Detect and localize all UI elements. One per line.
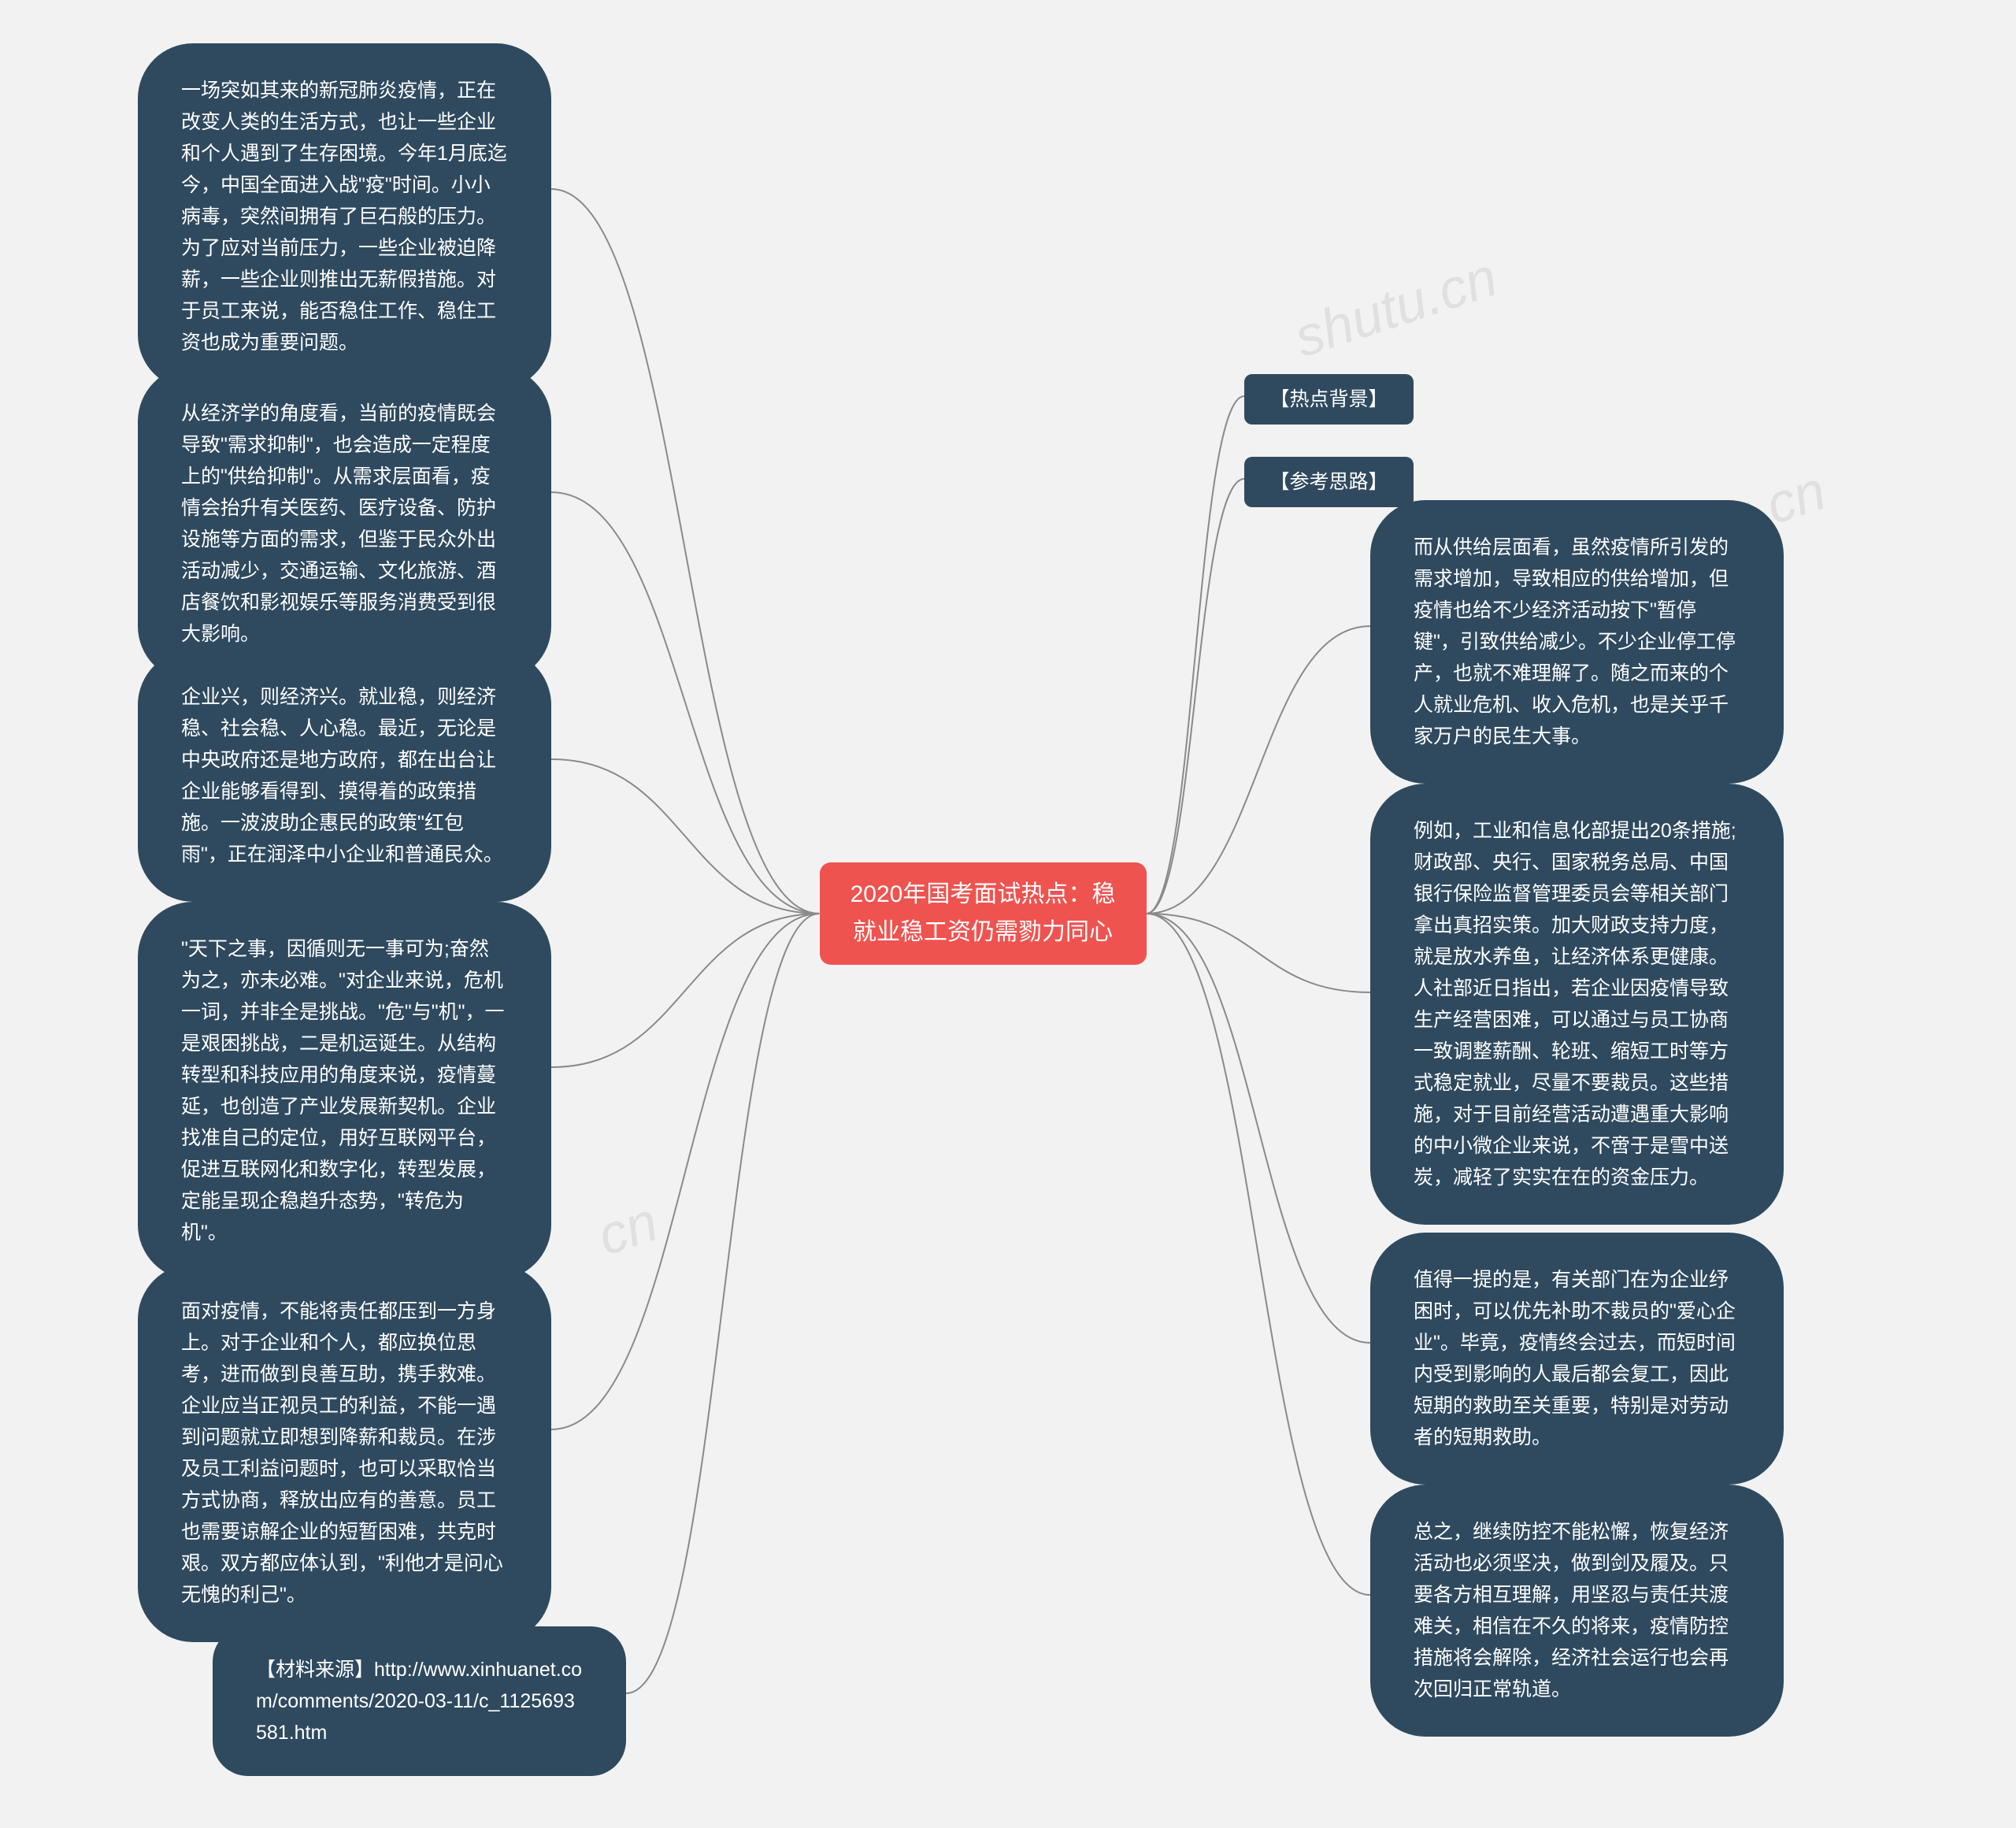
center-title-line1: 2020年国考面试热点：稳	[850, 876, 1116, 914]
edge-t2	[1147, 479, 1245, 914]
tag-hot-background: 【热点背景】	[1244, 374, 1414, 425]
edge-r1	[1147, 626, 1371, 914]
right-node-1: 而从供给层面看，虽然疫情所引发的需求增加，导致相应的供给增加，但疫情也给不少经济…	[1370, 500, 1784, 784]
left-node-4: "天下之事，因循则无一事可为;奋然为之，亦未必难。"对企业来说，危机一词，并非全…	[138, 902, 551, 1280]
right-node-4: 总之，继续防控不能松懈，恢复经济活动也必须坚决，做到剑及履及。只要各方相互理解，…	[1370, 1485, 1784, 1737]
right-node-3: 值得一提的是，有关部门在为企业纾困时，可以优先补助不裁员的"爱心企业"。毕竟，疫…	[1370, 1233, 1784, 1485]
left-node-1: 一场突如其来的新冠肺炎疫情，正在改变人类的生活方式，也让一些企业和个人遇到了生存…	[138, 43, 551, 390]
edge-l3	[551, 759, 820, 914]
watermark: shutu.cn	[1287, 245, 1504, 369]
edge-t1	[1147, 396, 1245, 914]
left-node-2: 从经济学的角度看，当前的疫情既会导致"需求抑制"，也会造成一定程度上的"供给抑制…	[138, 366, 551, 681]
edge-r3	[1147, 914, 1371, 1343]
edge-l2	[551, 492, 820, 914]
edge-l1	[551, 189, 820, 914]
watermark: cn	[590, 1190, 665, 1268]
edge-l5	[551, 914, 820, 1429]
edge-r4	[1147, 914, 1371, 1595]
center-title-line2: 就业稳工资仍需勠力同心	[850, 914, 1116, 951]
edge-l6	[626, 914, 820, 1693]
left-node-3: 企业兴，则经济兴。就业稳，则经济稳、社会稳、人心稳。最近，无论是中央政府还是地方…	[138, 650, 551, 902]
left-node-5: 面对疫情，不能将责任都压到一方身上。对于企业和个人，都应换位思考，进而做到良善互…	[138, 1264, 551, 1642]
edge-r2	[1147, 914, 1371, 992]
left-node-6: 【材料来源】http://www.xinhuanet.com/comments/…	[213, 1626, 626, 1776]
edge-l4	[551, 914, 820, 1067]
tag-reference-ideas: 【参考思路】	[1244, 457, 1414, 507]
right-node-2: 例如，工业和信息化部提出20条措施;财政部、央行、国家税务总局、中国银行保险监督…	[1370, 784, 1784, 1225]
center-node: 2020年国考面试热点：稳 就业稳工资仍需勠力同心	[820, 862, 1147, 965]
